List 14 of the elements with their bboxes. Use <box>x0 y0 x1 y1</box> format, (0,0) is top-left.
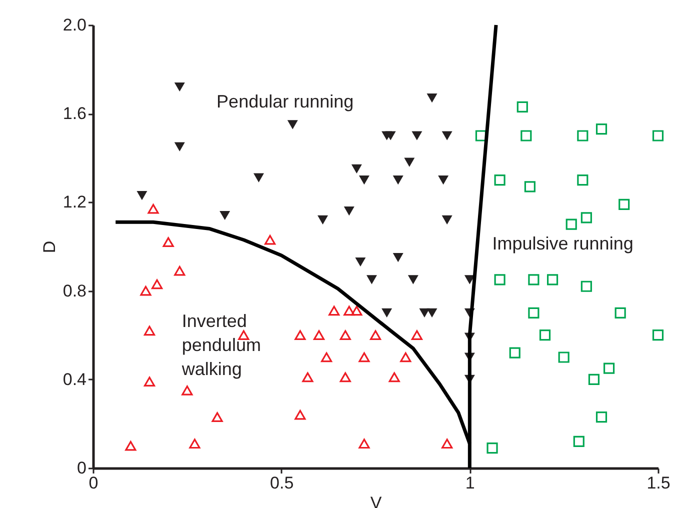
y-axis-title: D <box>40 240 59 254</box>
y-tick-label: 0.8 <box>62 281 86 300</box>
x-tick-label: 1.5 <box>646 474 670 492</box>
y-tick-label: 0 <box>77 458 86 478</box>
annotation: Impulsive running <box>492 233 634 254</box>
x-tick-label: 0.5 <box>270 474 294 492</box>
y-tick-label: 1.2 <box>62 192 86 212</box>
x-tick-label: 0 <box>88 474 98 492</box>
annotation: Inverted pendulum walking <box>180 310 261 379</box>
y-tick-label: 1.6 <box>62 104 86 124</box>
annotation: Pendular running <box>216 92 354 112</box>
y-tick-label: 2.0 <box>62 16 86 34</box>
x-tick-label: 1 <box>465 474 475 492</box>
y-tick-label: 0.4 <box>62 370 86 389</box>
